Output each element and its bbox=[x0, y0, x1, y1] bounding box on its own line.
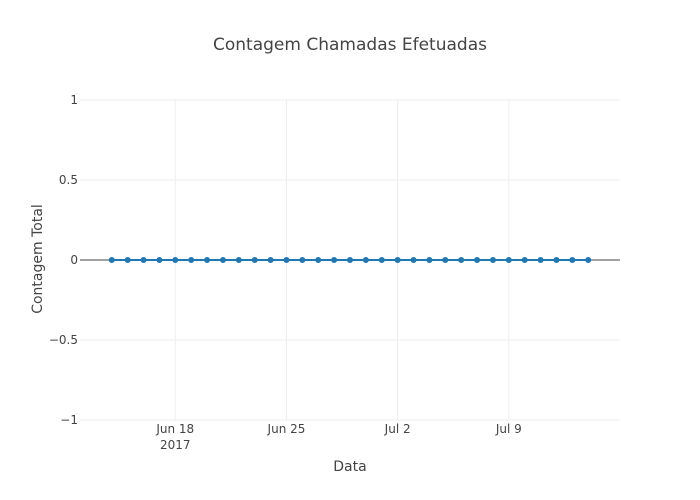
y-tick-label: 0 bbox=[70, 253, 78, 267]
x-tick-year-label: 2017 bbox=[160, 438, 191, 452]
data-point bbox=[331, 257, 338, 263]
data-point bbox=[283, 257, 290, 263]
data-point bbox=[188, 257, 195, 263]
x-tick-label: Jun 18 bbox=[155, 422, 194, 436]
data-point bbox=[394, 257, 401, 263]
data-point bbox=[108, 257, 115, 263]
data-point bbox=[347, 257, 353, 263]
data-point bbox=[124, 257, 131, 263]
x-tick-label: Jul 9 bbox=[495, 422, 522, 436]
y-tick-label: −1 bbox=[60, 413, 78, 427]
y-tick-label: 1 bbox=[70, 93, 78, 107]
data-point bbox=[140, 257, 147, 263]
data-point bbox=[235, 257, 242, 263]
data-point bbox=[426, 257, 433, 263]
x-tick-labels: Jun 18 2017 Jun 25 Jul 2 Jul 9 bbox=[155, 422, 521, 452]
data-point bbox=[537, 257, 544, 263]
data-point bbox=[204, 257, 211, 263]
data-point bbox=[489, 257, 496, 263]
data-point bbox=[378, 257, 385, 263]
data-point bbox=[315, 257, 322, 263]
data-point bbox=[156, 257, 163, 263]
x-tick-label: Jul 2 bbox=[384, 422, 411, 436]
data-point bbox=[219, 257, 226, 263]
data-point bbox=[474, 257, 481, 263]
data-point bbox=[521, 257, 528, 263]
data-point bbox=[458, 257, 465, 263]
data-point bbox=[251, 257, 258, 263]
y-tick-label: 0.5 bbox=[59, 173, 78, 187]
data-point bbox=[505, 257, 512, 263]
x-axis-title: Data bbox=[333, 459, 366, 475]
y-axis-title: Contagem Total bbox=[30, 204, 46, 314]
data-point bbox=[267, 257, 274, 263]
data-point bbox=[172, 257, 179, 263]
data-point bbox=[442, 257, 449, 263]
data-point bbox=[362, 257, 369, 263]
series-group bbox=[108, 257, 592, 263]
y-tick-labels: 1 0.5 0 −0.5 −1 bbox=[49, 93, 78, 427]
data-point bbox=[585, 257, 592, 263]
chart-title: Contagem Chamadas Efetuadas bbox=[213, 35, 487, 55]
data-point bbox=[299, 257, 306, 263]
data-point bbox=[553, 257, 560, 263]
y-tick-label: −0.5 bbox=[49, 333, 78, 347]
data-point bbox=[569, 257, 576, 263]
x-tick-label: Jun 25 bbox=[267, 422, 306, 436]
data-point bbox=[410, 257, 417, 263]
